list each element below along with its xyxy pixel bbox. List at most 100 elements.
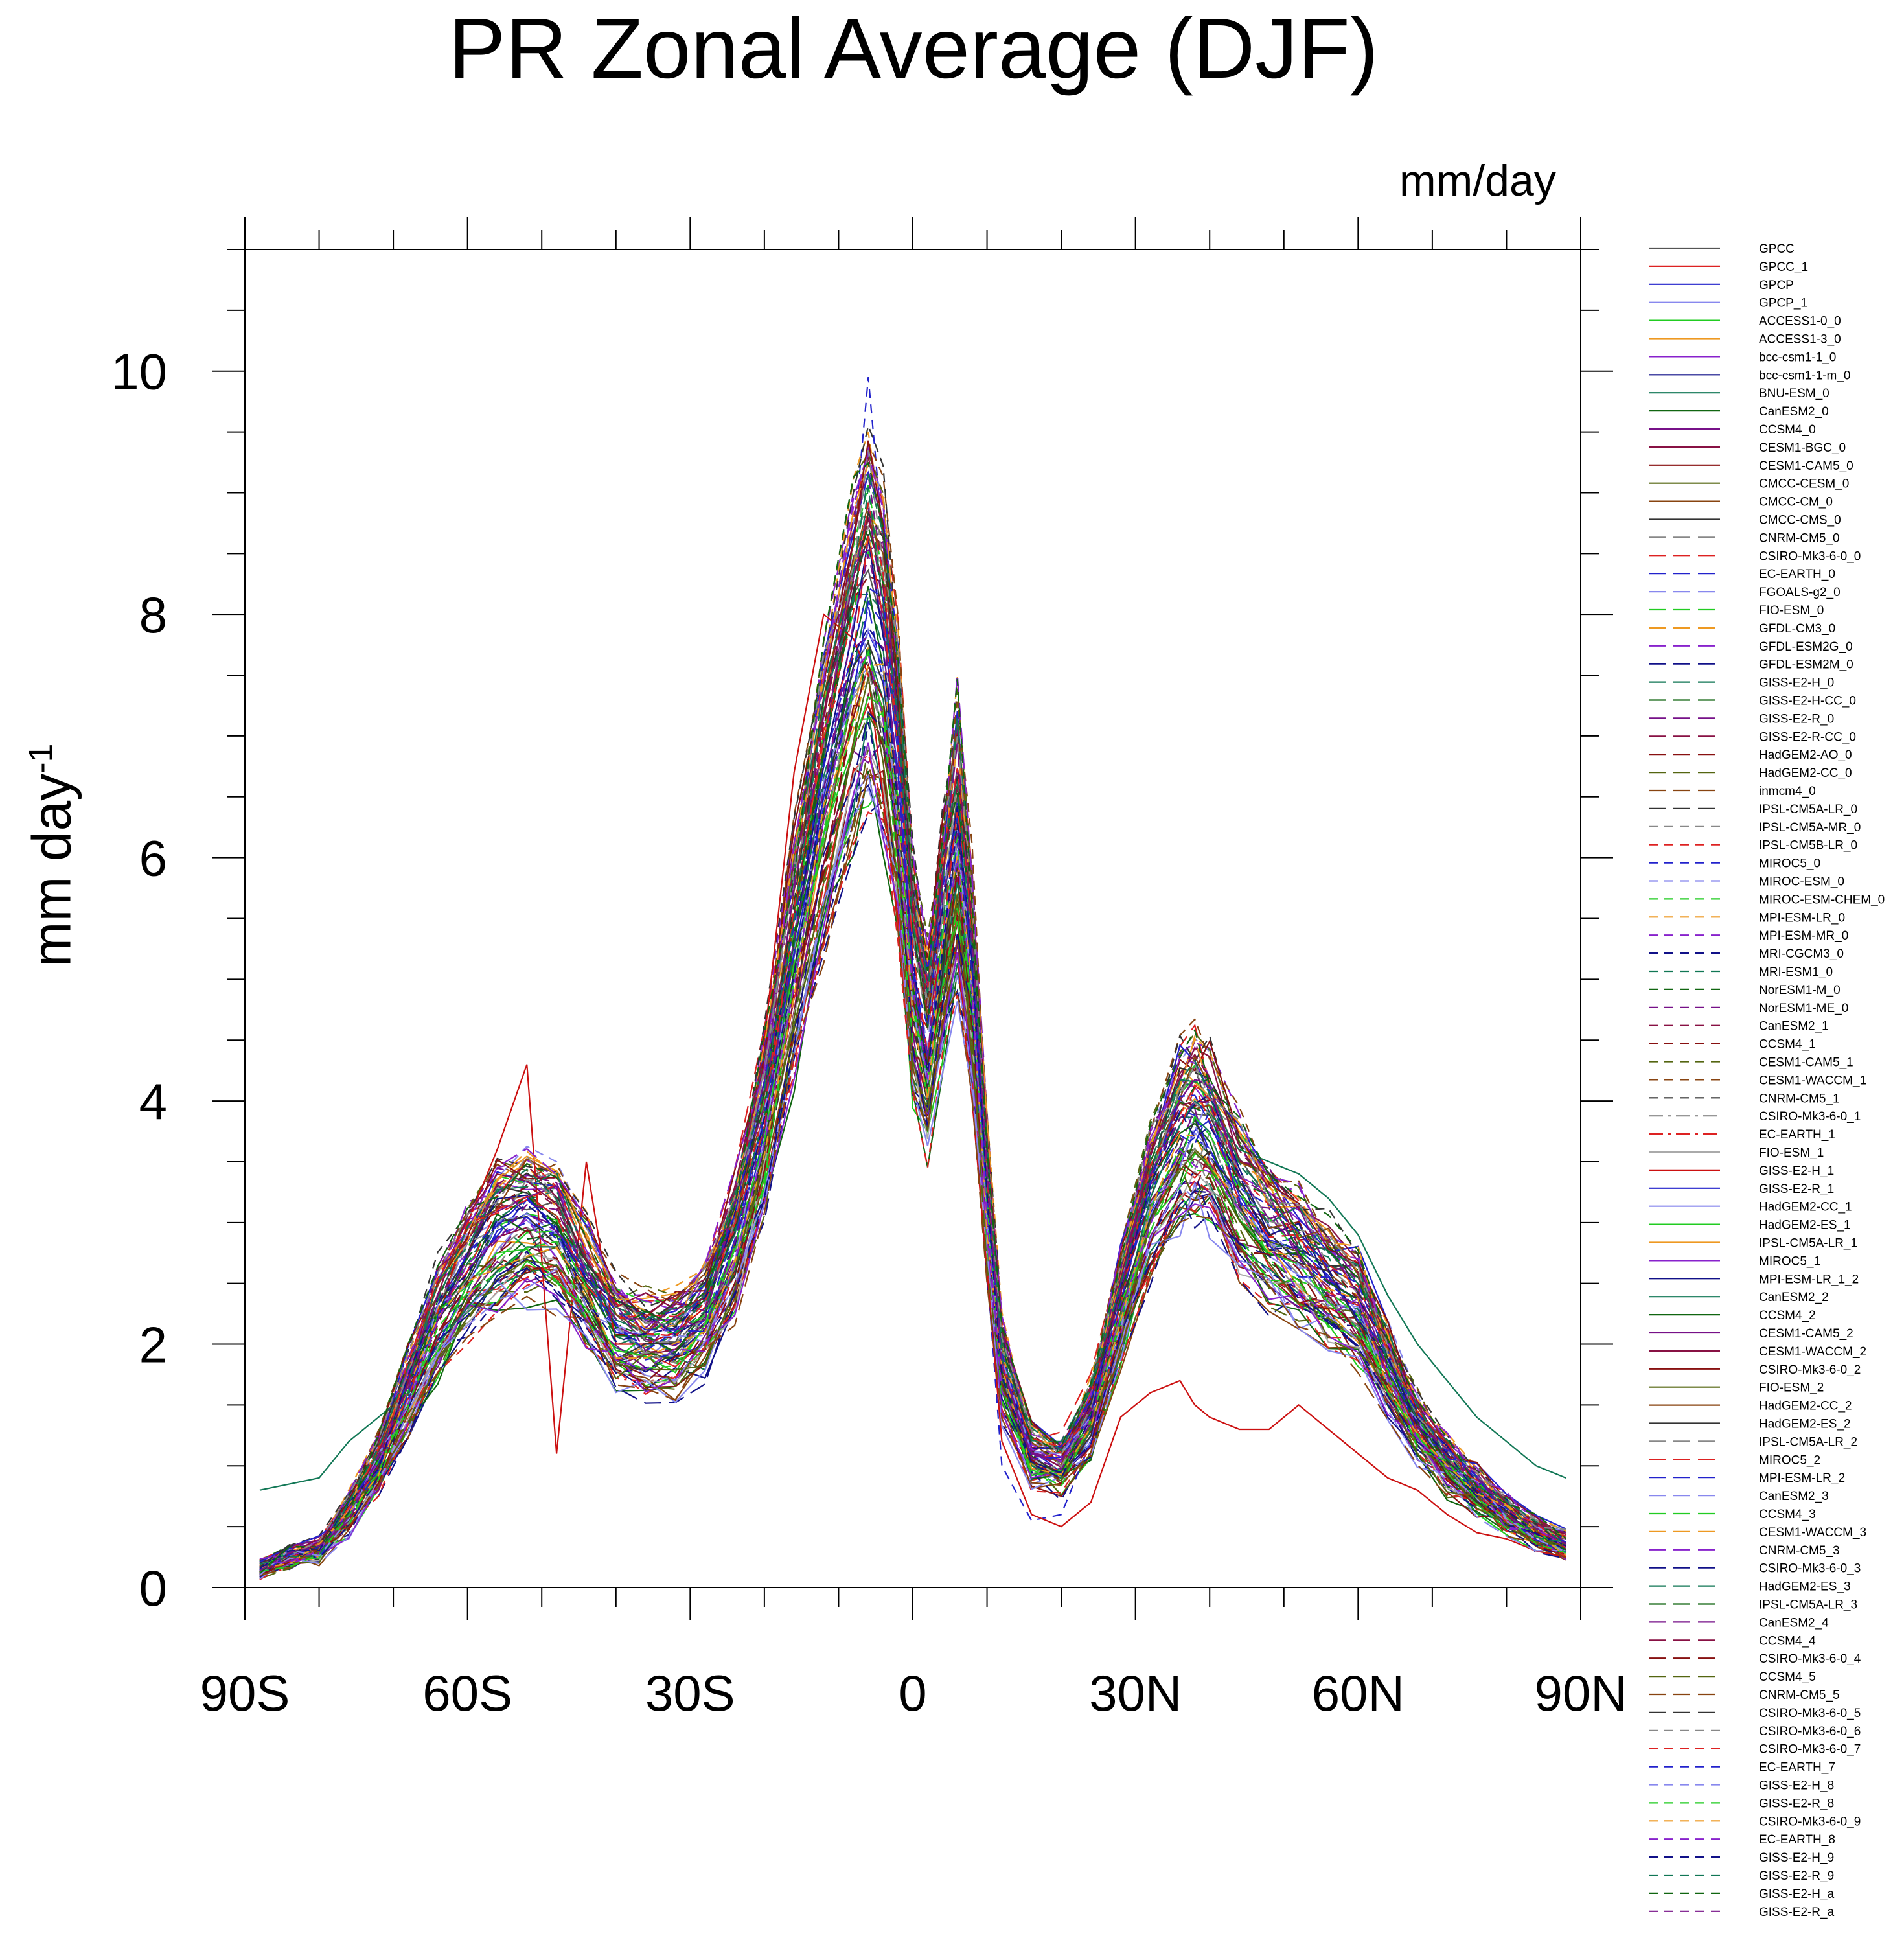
- series-line-MIROC5_2: [259, 536, 1566, 1575]
- legend-label: CESM1-CAM5_0: [1759, 459, 1853, 473]
- legend-label: FIO-ESM_1: [1759, 1146, 1824, 1160]
- series-line-CESM1-BGC_0: [259, 663, 1566, 1563]
- legend-label: CESM1-CAM5_2: [1759, 1327, 1853, 1341]
- legend-label: CNRM-CM5_0: [1759, 531, 1840, 545]
- legend-label: EC-EARTH_8: [1759, 1833, 1835, 1847]
- series-line-CCSM4_3: [259, 650, 1566, 1569]
- series-line-GISS-E2-R_8: [259, 712, 1566, 1573]
- legend-label: BNU-ESM_0: [1759, 387, 1829, 400]
- legend-label: CSIRO-Mk3-6-0_1: [1759, 1110, 1861, 1124]
- legend-label: CanESM2_0: [1759, 405, 1829, 419]
- x-tick-label: 30S: [645, 1665, 735, 1722]
- legend-label: IPSL-CM5A-LR_2: [1759, 1435, 1857, 1449]
- legend-label: MRI-CGCM3_0: [1759, 947, 1844, 961]
- series-line-GISS-E2-R_9: [259, 487, 1566, 1565]
- legend-label: CSIRO-Mk3-6-0_0: [1759, 549, 1861, 563]
- legend-label: CCSM4_4: [1759, 1634, 1816, 1648]
- legend-label: CMCC-CMS_0: [1759, 514, 1841, 527]
- legend-label: FGOALS-g2_0: [1759, 586, 1841, 599]
- legend-label: MRI-ESM1_0: [1759, 965, 1833, 979]
- legend-label: CSIRO-Mk3-6-0_2: [1759, 1363, 1861, 1377]
- series-line-GISS-E2-H_8: [259, 627, 1566, 1576]
- series-line-HadGEM2-CC_1: [259, 774, 1566, 1571]
- legend: GPCC GPCC_1 GPCP GPCP_1 ACCESS1-0_0 ACCESS1-3…: [1649, 242, 1885, 1919]
- series-line-IPSL-CM5A-MR_0: [259, 681, 1566, 1571]
- legend-label: IPSL-CM5A-LR_0: [1759, 803, 1857, 816]
- series-line-GISS-E2-H_a: [259, 461, 1566, 1575]
- series-line-CCSM4_5: [259, 713, 1566, 1576]
- legend-label: CanESM2_3: [1759, 1490, 1829, 1503]
- series-line-FIO-ESM_2: [259, 676, 1566, 1578]
- legend-label: HadGEM2-CC_1: [1759, 1201, 1852, 1214]
- legend-label: MPI-ESM-LR_0: [1759, 911, 1845, 925]
- legend-label: FIO-ESM_0: [1759, 604, 1824, 617]
- series-line-GISS-E2-H-CC_0: [259, 640, 1566, 1573]
- legend-label: CCSM4_3: [1759, 1508, 1816, 1521]
- legend-label: CCSM4_2: [1759, 1309, 1816, 1322]
- legend-label: GPCC_1: [1759, 260, 1808, 274]
- legend-label: CNRM-CM5_5: [1759, 1689, 1840, 1702]
- legend-label: HadGEM2-ES_1: [1759, 1219, 1851, 1232]
- legend-label: CanESM2_4: [1759, 1616, 1829, 1630]
- legend-label: bcc-csm1-1-m_0: [1759, 369, 1850, 382]
- legend-label: GPCP_1: [1759, 297, 1807, 310]
- x-tick-label: 60S: [422, 1665, 512, 1722]
- series-line-inmcm4_0: [259, 502, 1566, 1566]
- legend-label: GFDL-CM3_0: [1759, 622, 1835, 636]
- series-line-CSIRO-Mk3-6-0_1: [259, 668, 1566, 1578]
- y-tick-label: 2: [139, 1317, 167, 1374]
- legend-label: HadGEM2-AO_0: [1759, 748, 1852, 762]
- legend-label: HadGEM2-CC_0: [1759, 767, 1852, 780]
- legend-label: IPSL-CM5A-MR_0: [1759, 821, 1861, 835]
- legend-label: MIROC5_2: [1759, 1453, 1820, 1467]
- legend-label: inmcm4_0: [1759, 785, 1816, 798]
- legend-label: CSIRO-Mk3-6-0_6: [1759, 1725, 1861, 1738]
- legend-label: CMCC-CM_0: [1759, 496, 1833, 509]
- legend-label: CNRM-CM5_3: [1759, 1544, 1840, 1558]
- x-tick-label: 0: [899, 1665, 926, 1722]
- series-line-BNU-ESM_0: [259, 713, 1566, 1576]
- axes: 90S 60S 30S 0 30N 60N 90N 0 2 4 6 8 10: [111, 217, 1627, 1722]
- legend-label: CSIRO-Mk3-6-0_7: [1759, 1743, 1861, 1757]
- legend-label: GISS-E2-H_8: [1759, 1779, 1834, 1793]
- legend-label: GISS-E2-H-CC_0: [1759, 695, 1856, 708]
- series-line-IPSL-CM5A-LR_3: [259, 524, 1566, 1573]
- series-line-HadGEM2-ES_1: [259, 695, 1566, 1571]
- series-line-GISS-E2-R_a: [259, 554, 1566, 1572]
- legend-label: HadGEM2-CC_2: [1759, 1400, 1852, 1413]
- legend-label: NorESM1-M_0: [1759, 984, 1841, 997]
- legend-label: CCSM4_1: [1759, 1038, 1816, 1052]
- legend-label: IPSL-CM5A-LR_1: [1759, 1237, 1857, 1251]
- series-line-CCSM4_4: [259, 518, 1566, 1576]
- series-line-CSIRO-Mk3-6-0_9: [259, 663, 1566, 1569]
- series-line-CNRM-CM5_1: [259, 422, 1566, 1562]
- legend-label: GISS-E2-H_1: [1759, 1164, 1834, 1178]
- series-line-GPCP_1: [259, 667, 1566, 1577]
- legend-label: GISS-E2-H_a: [1759, 1887, 1835, 1901]
- legend-label: MIROC-ESM-CHEM_0: [1759, 893, 1885, 906]
- legend-label: HadGEM2-ES_2: [1759, 1418, 1851, 1431]
- legend-label: bcc-csm1-1_0: [1759, 351, 1836, 364]
- legend-label: CSIRO-Mk3-6-0_5: [1759, 1707, 1861, 1720]
- legend-label: CESM1-CAM5_1: [1759, 1056, 1853, 1070]
- legend-label: CCSM4_0: [1759, 423, 1816, 437]
- legend-label: CanESM2_1: [1759, 1020, 1829, 1033]
- legend-label: GISS-E2-R-CC_0: [1759, 730, 1856, 744]
- legend-label: GISS-E2-H_0: [1759, 676, 1834, 690]
- y-tick-label: 8: [139, 586, 167, 643]
- legend-label: MIROC-ESM_0: [1759, 875, 1844, 889]
- y-tick-label: 4: [139, 1073, 167, 1130]
- legend-label: CanESM2_2: [1759, 1291, 1829, 1304]
- legend-label: GISS-E2-R_8: [1759, 1797, 1834, 1810]
- series-line-IPSL-CM5B-LR_0: [259, 811, 1566, 1580]
- x-tick-label: 90S: [200, 1665, 290, 1722]
- y-tick-label: 6: [139, 830, 167, 887]
- series-line-HadGEM2-ES_2: [259, 641, 1566, 1578]
- legend-label: MIROC5_0: [1759, 857, 1820, 871]
- legend-label: ACCESS1-3_0: [1759, 333, 1841, 347]
- legend-label: IPSL-CM5B-LR_0: [1759, 839, 1857, 853]
- legend-label: GFDL-ESM2M_0: [1759, 658, 1853, 672]
- units-label: mm/day: [1399, 156, 1556, 205]
- legend-label: GISS-E2-R_0: [1759, 712, 1834, 726]
